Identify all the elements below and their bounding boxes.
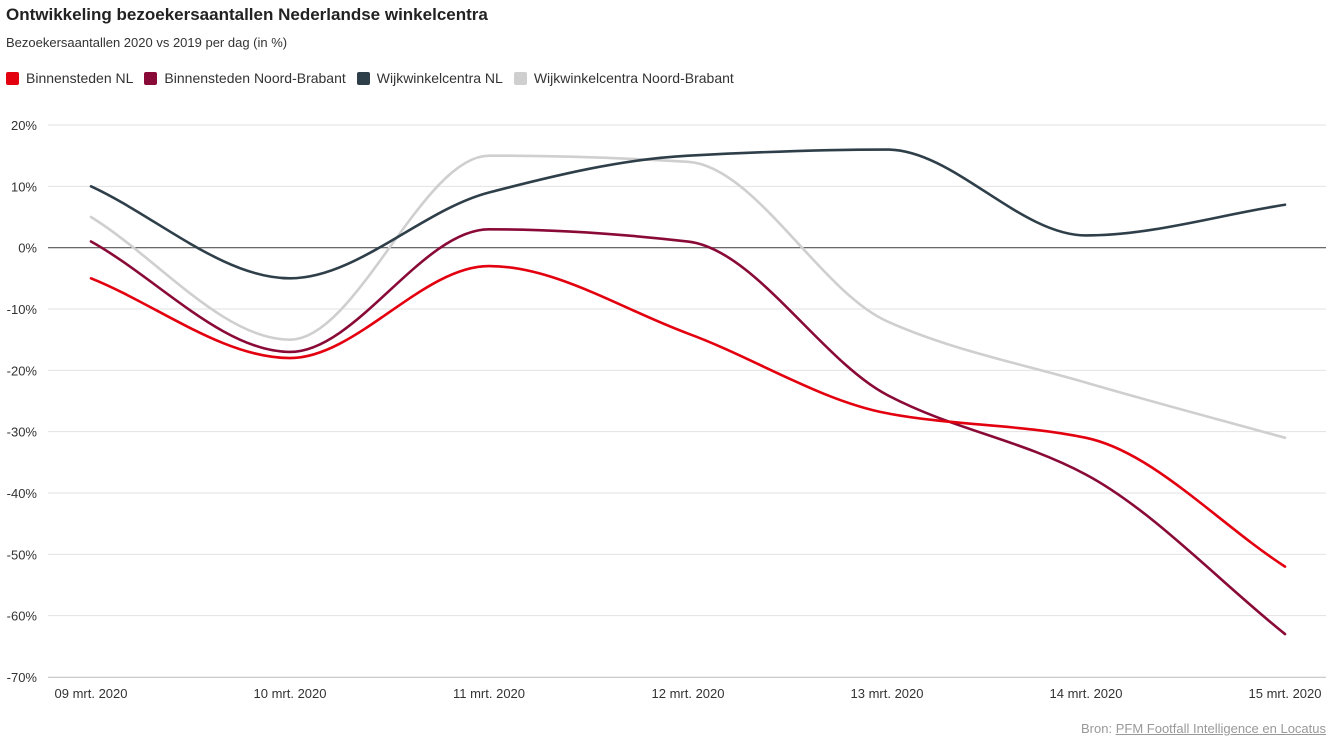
y-tick-label: -10%: [7, 302, 38, 317]
y-tick-label: -40%: [7, 486, 38, 501]
legend-item-wijkwinkelcentra-nl[interactable]: Wijkwinkelcentra NL: [356, 70, 503, 86]
legend-item-binnensteden-nl[interactable]: Binnensteden NL: [6, 70, 133, 86]
chart-title: Ontwikkeling bezoekersaantallen Nederlan…: [6, 5, 488, 24]
source-link[interactable]: PFM Footfall Intelligence en Locatus: [1115, 721, 1326, 736]
legend-label: Wijkwinkelcentra Noord-Brabant: [533, 70, 734, 86]
x-axis: 09 mrt. 2020 10 mrt. 2020 11 mrt. 2020 12 m…: [48, 677, 1326, 701]
series-line-wijkwinkelcentra-nl[interactable]: [89, 148, 1287, 280]
legend-label: Wijkwinkelcentra NL: [376, 70, 503, 86]
legend-item-wijkwinkelcentra-noord-brabant[interactable]: Wijkwinkelcentra Noord-Brabant: [513, 70, 734, 86]
series-line-wijkwinkelcentra-noord-brabant[interactable]: [89, 154, 1287, 440]
legend-swatch: [144, 71, 158, 85]
series-line-binnensteden-noord-brabant[interactable]: [89, 227, 1287, 636]
legend: Binnensteden NL Binnensteden Noord-Braba…: [6, 70, 745, 86]
series-line-binnensteden-nl[interactable]: [89, 264, 1287, 568]
y-tick-label: -70%: [7, 670, 38, 685]
x-tick-label: 11 mrt. 2020: [453, 686, 525, 701]
x-tick-label: 10 mrt. 2020: [254, 686, 327, 701]
y-tick-label: -50%: [7, 547, 38, 562]
legend-swatch: [356, 71, 370, 85]
legend-label: Binnensteden Noord-Brabant: [164, 70, 346, 86]
y-axis: 20% 10% 0% -10% -20% -30% -40% -50% -60% -70%: [7, 118, 38, 685]
x-tick-label: 12 mrt. 2020: [652, 686, 725, 701]
y-tick-label: 10%: [11, 179, 37, 194]
x-tick-label: 15 mrt. 2020: [1249, 686, 1322, 701]
source-note: Bron: PFM Footfall Intelligence en Locat…: [1081, 721, 1326, 736]
chart-subtitle: Bezoekersaantallen 2020 vs 2019 per dag …: [6, 35, 288, 50]
legend-swatch: [513, 71, 527, 85]
x-tick-label: 09 mrt. 2020: [55, 686, 128, 701]
y-tick-label: 20%: [11, 118, 37, 133]
y-tick-label: -30%: [7, 425, 38, 440]
x-tick-label: 14 mrt. 2020: [1050, 686, 1123, 701]
y-tick-label: 0%: [18, 241, 37, 256]
legend-label: Binnensteden NL: [26, 70, 134, 86]
source-label: Bron:: [1081, 721, 1113, 736]
legend-item-binnensteden-noord-brabant[interactable]: Binnensteden Noord-Brabant: [144, 70, 346, 86]
legend-swatch: [6, 71, 19, 85]
series-lines: [89, 148, 1287, 636]
gridlines: [48, 124, 1326, 678]
line-chart: 20% 10% 0% -10% -20% -30% -40% -50% -60% -70% 09 …: [7, 118, 1326, 701]
x-tick-label: 13 mrt. 2020: [851, 686, 924, 701]
y-tick-label: -20%: [7, 363, 38, 378]
y-tick-label: -60%: [7, 609, 38, 624]
